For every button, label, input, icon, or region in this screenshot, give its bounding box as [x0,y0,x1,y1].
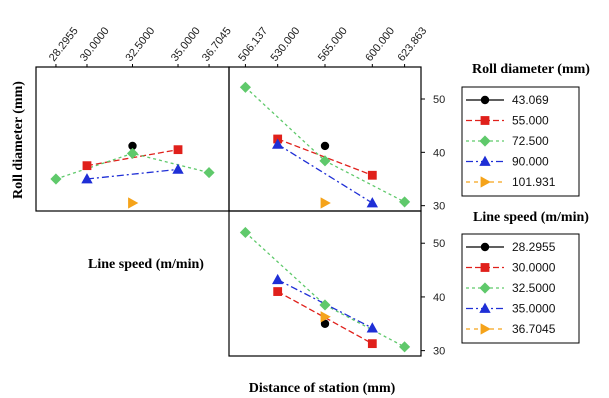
series-line-35.0000 [277,279,373,329]
legend-item-label: 32.5000 [512,281,556,295]
legend-item-label: 72.500 [512,134,549,148]
legend-item-label: 90.000 [512,155,549,169]
data-point-72.500 [126,147,139,159]
data-point-32.5000 [319,299,331,311]
legend-item-label: 30.0000 [512,261,556,275]
legend-speed-box [461,233,580,344]
series-line-90.000 [86,168,179,180]
top-tick-label: 506.137 [236,25,270,64]
data-point-35.0000 [271,273,284,285]
distance-axis-label: Distance of station (mm) [249,381,396,396]
panel-frame-bottom-right [228,210,422,357]
legend-marker [480,95,490,105]
data-point-43.069 [320,141,330,151]
legend-marker [479,282,491,294]
data-point-30.0000 [367,339,377,349]
legend-marker [480,242,490,252]
data-point-35.0000 [366,322,379,333]
y-tick-label: 30 [433,346,445,358]
legend-marker [479,302,491,313]
data-point-55.000 [82,161,92,171]
data-point-55.000 [367,170,377,180]
data-point-90.000 [366,197,379,208]
y-tick-label: 50 [433,94,445,106]
data-point-101.931 [128,197,139,209]
data-point-55.000 [173,145,183,155]
legend-marker [480,323,491,335]
panel-frame-top-right [228,66,422,212]
data-point-32.5000 [239,226,251,239]
data-point-32.5000 [399,341,411,353]
panel-frame-top-left [35,66,230,212]
data-point-36.7045 [320,311,331,323]
data-point-72.500 [50,173,62,185]
top-tick-label: 530.000 [269,25,303,64]
data-point-90.000 [271,138,284,149]
legend-marker [480,263,490,272]
legend-marker [480,116,490,125]
legend-speed-title: Line speed (m/min) [473,210,589,225]
data-point-72.500 [319,155,331,167]
y-tick-label: 40 [433,292,445,304]
legend-item-label: 55.000 [512,114,549,128]
data-point-30.0000 [273,287,283,296]
legend-marker [479,155,491,166]
top-tick-label: 600.000 [363,25,397,64]
y-tick-label: 30 [433,201,445,213]
top-tick-label: 30.0000 [78,25,112,64]
top-tick-label: 28.2955 [47,25,81,64]
data-point-72.500 [239,81,251,93]
legend-item-label: 28.2955 [512,240,556,254]
data-point-90.000 [172,163,184,174]
legend-roll-title: Roll diameter (mm) [472,62,590,77]
top-tick-label: 36.7045 [200,25,234,64]
data-point-72.500 [203,167,215,179]
top-tick-label: 32.5000 [123,25,157,64]
data-point-72.500 [399,196,411,208]
top-tick-label: 565.000 [316,25,350,64]
y-tick-label: 50 [433,238,445,250]
line-speed-axis-label: Line speed (m/min) [88,257,204,272]
legend-roll-box [461,86,580,197]
series-line-90.000 [277,143,373,204]
data-point-90.000 [81,173,93,184]
data-point-101.931 [320,197,331,209]
legend-marker [479,135,491,147]
y-tick-label: 40 [433,147,445,159]
legend-marker [480,176,491,188]
top-tick-label: 623.863 [395,25,429,64]
legend-item-label: 36.7045 [512,322,556,336]
legend-item-label: 43.069 [512,93,549,107]
roll-diameter-axis-label: Roll diameter (mm) [11,81,26,199]
legend-item-label: 35.0000 [512,302,556,316]
top-tick-label: 35.0000 [169,25,203,64]
legend-item-label: 101.931 [512,175,556,189]
series-line-32.5000 [244,232,405,348]
